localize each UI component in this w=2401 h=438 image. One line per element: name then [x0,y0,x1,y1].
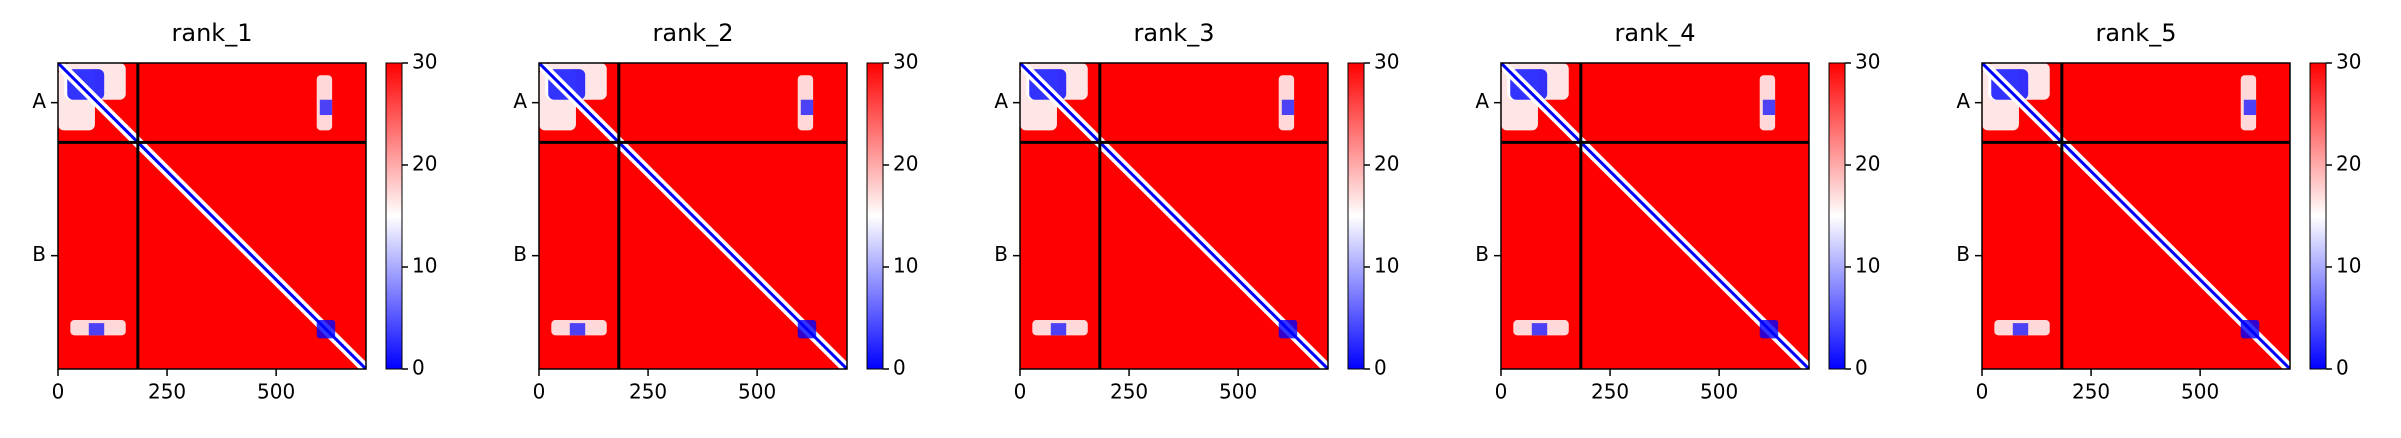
colorbar-tick-label: 0 [2336,356,2349,380]
y-tick-label: A [1956,89,1970,113]
heatmap-blob [800,99,814,116]
heatmap [1501,63,1809,369]
colorbar-tick-label: 10 [412,254,437,278]
heatmap-blob [2243,99,2257,116]
heatmap-blob [569,323,586,336]
colorbar-tick-label: 10 [2336,254,2361,278]
x-tick-label: 250 [1110,380,1148,404]
x-tick-label: 500 [2181,380,2219,404]
colorbar-tick-label: 10 [1374,254,1399,278]
colorbar-tick-label: 30 [893,50,918,74]
y-tick-label: B [513,242,527,266]
colorbar-tick-label: 30 [2336,50,2361,74]
colorbar-tick-label: 20 [893,152,918,176]
y-tick-label: B [32,242,46,266]
x-tick-label: 0 [1495,380,1508,404]
diagonal [1501,63,1809,369]
x-tick-label: 0 [533,380,546,404]
diagonal [1020,63,1328,369]
panel-title: rank_4 [1615,19,1696,47]
heatmap-blob [319,99,333,116]
panel: rank_5 0 250 500 A B 0 10 20 30 [1956,19,2361,404]
panel: rank_1 0 250 500 A B 0 10 20 30 [32,19,437,404]
heatmap-blob [88,323,105,336]
panel-title: rank_1 [172,19,253,47]
y-tick-label: B [1956,242,1970,266]
panel-title: rank_2 [653,19,734,47]
x-tick-label: 250 [629,380,667,404]
colorbar [866,62,884,370]
heatmap-blob [1762,99,1776,116]
x-tick-label: 500 [257,380,295,404]
x-tick-label: 500 [738,380,776,404]
diagonal [58,63,366,369]
x-tick-label: 0 [52,380,65,404]
heatmap-blob [2240,320,2260,339]
colorbar-tick-label: 0 [1374,356,1387,380]
heatmap [539,63,847,369]
heatmap-blob [1278,320,1298,339]
y-tick-label: B [994,242,1008,266]
heatmap [58,63,366,369]
colorbar-tick-label: 0 [1855,356,1868,380]
colorbar-tick-label: 30 [1374,50,1399,74]
colorbar [2309,62,2327,370]
heatmap-blob [797,320,817,339]
colorbar-tick-label: 20 [2336,152,2361,176]
frame [1981,62,2291,370]
x-tick-label: 0 [1976,380,1989,404]
colorbar-tick-label: 20 [1855,152,1880,176]
diagonal [1982,63,2290,369]
x-tick-label: 250 [1591,380,1629,404]
colorbar-tick-label: 10 [1855,254,1880,278]
colorbar-tick-label: 20 [412,152,437,176]
panel: rank_2 0 250 500 A B 0 10 20 30 [513,19,918,404]
panel: rank_4 0 250 500 A B 0 10 20 30 [1475,19,1880,404]
x-tick-label: 0 [1014,380,1027,404]
heatmap-blob [1050,323,1067,336]
heatmap [1020,63,1328,369]
panel: rank_3 0 250 500 A B 0 10 20 30 [994,19,1399,404]
frame [538,62,848,370]
heatmap [1982,63,2290,369]
colorbar-tick-label: 30 [412,50,437,74]
colorbar-tick-label: 0 [412,356,425,380]
panel-title: rank_5 [2096,19,2177,47]
y-tick-label: B [1475,242,1489,266]
heatmap-blob [1759,320,1779,339]
x-tick-label: 250 [2072,380,2110,404]
heatmap-blob [1281,99,1295,116]
colorbar [1828,62,1846,370]
y-tick-label: A [32,89,46,113]
y-tick-label: A [513,89,527,113]
x-tick-label: 250 [148,380,186,404]
colorbar-tick-label: 0 [893,356,906,380]
heatmap-blob [316,320,336,339]
frame [57,62,367,370]
heatmap-blob [2012,323,2029,336]
colorbar-tick-label: 10 [893,254,918,278]
frame [1500,62,1810,370]
heatmap-blob [1531,323,1548,336]
colorbar-tick-label: 30 [1855,50,1880,74]
x-tick-label: 500 [1219,380,1257,404]
colorbar-tick-label: 20 [1374,152,1399,176]
panel-title: rank_3 [1134,19,1215,47]
frame [1019,62,1329,370]
y-tick-label: A [1475,89,1489,113]
diagonal [539,63,847,369]
colorbar [385,62,403,370]
y-tick-label: A [994,89,1008,113]
x-tick-label: 500 [1700,380,1738,404]
colorbar [1347,62,1365,370]
